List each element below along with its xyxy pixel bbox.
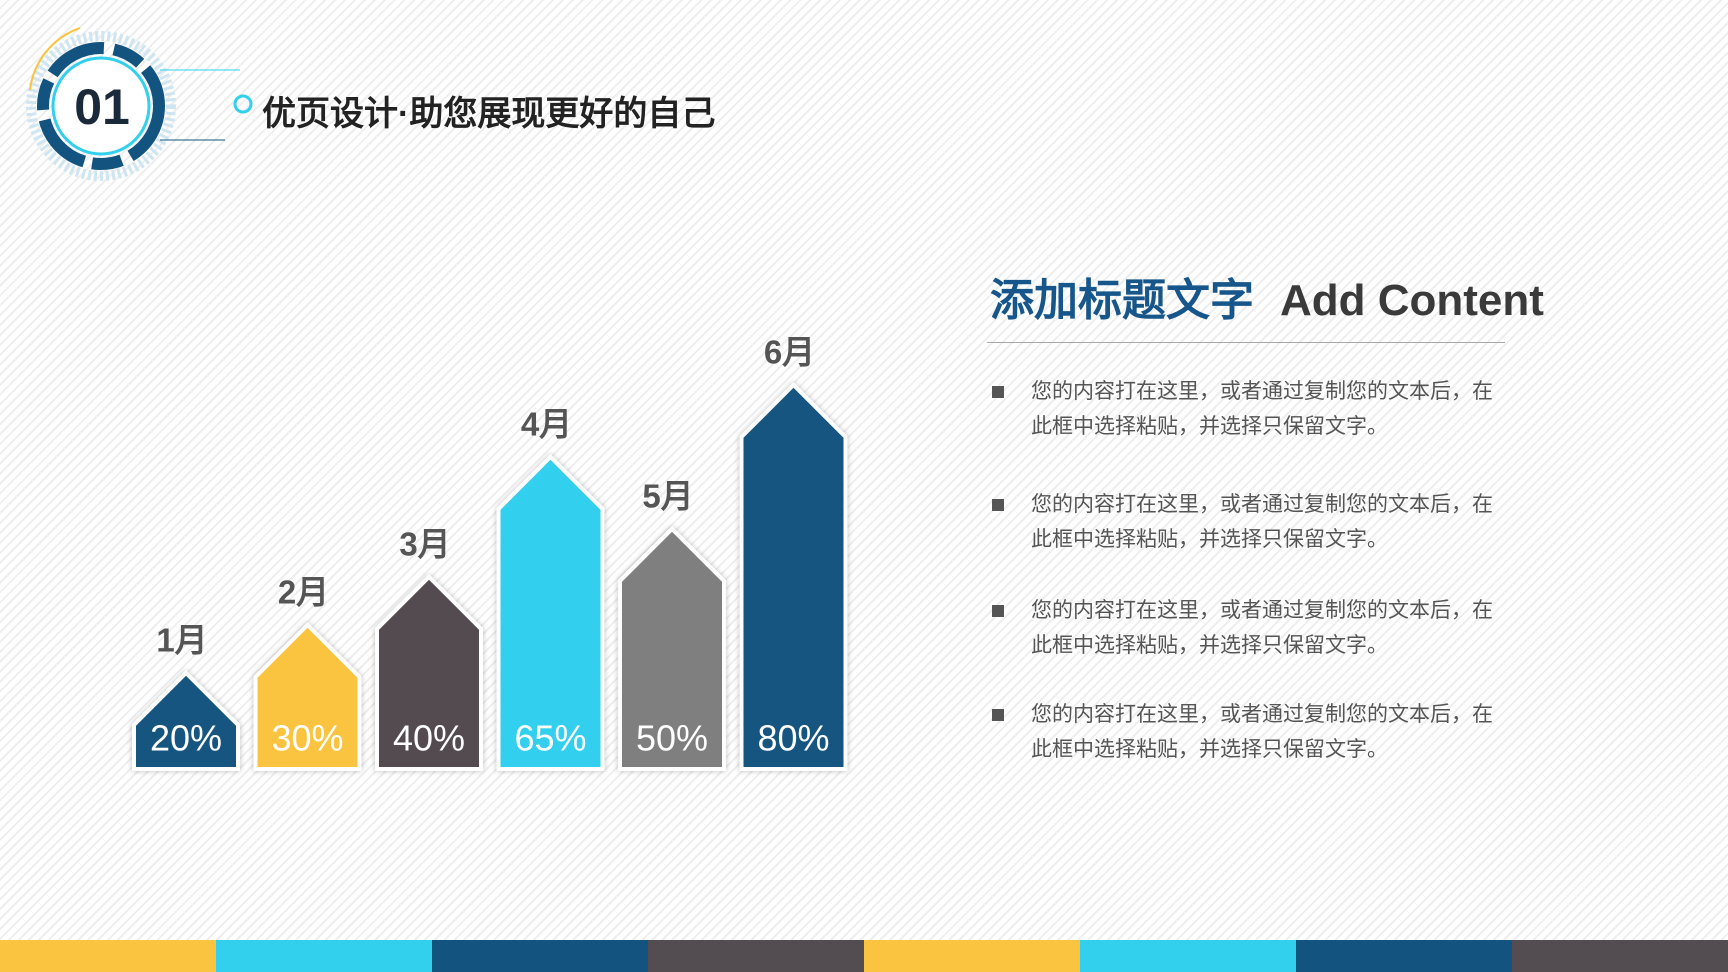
logo bbox=[26, 27, 253, 181]
value-label: 40% bbox=[393, 718, 465, 759]
value-label: 80% bbox=[757, 718, 829, 759]
bullet-text: 此框中选择粘贴，并选择只保留文字。 bbox=[1031, 738, 1388, 761]
value-label: 65% bbox=[514, 718, 586, 759]
bar bbox=[132, 670, 240, 771]
bullet-text: 此框中选择粘贴，并选择只保留文字。 bbox=[1031, 415, 1388, 438]
bar bbox=[496, 454, 605, 771]
bullet: 您的内容打在这里，或者通过复制您的文本后，在 此框中选择粘贴，并选择只保留文字。 bbox=[990, 487, 1550, 557]
value-label: 50% bbox=[636, 718, 708, 759]
bullet-text: 此框中选择粘贴，并选择只保留文字。 bbox=[1031, 528, 1388, 551]
category-label: 4月 bbox=[521, 406, 572, 443]
stripe bbox=[432, 940, 648, 972]
bullet: 您的内容打在这里，或者通过复制您的文本后，在 此框中选择粘贴，并选择只保留文字。 bbox=[990, 697, 1550, 767]
bullet: 您的内容打在这里，或者通过复制您的文本后，在 此框中选择粘贴，并选择只保留文字。 bbox=[990, 374, 1550, 444]
stripe bbox=[648, 940, 864, 972]
stripe bbox=[0, 940, 216, 972]
value-label: 30% bbox=[271, 718, 343, 759]
value-label: 20% bbox=[150, 718, 222, 759]
stripe bbox=[216, 940, 432, 972]
bar bbox=[253, 622, 362, 771]
chart: 20% 1月 30% 2月 40% 3月 65% 4月 50% 5月 80% 6月 bbox=[132, 334, 848, 771]
bullet-text: 您的内容打在这里，或者通过复制您的文本后，在 bbox=[1031, 703, 1493, 726]
bullet-text: 您的内容打在这里，或者通过复制您的文本后，在 bbox=[1031, 493, 1493, 516]
bullet-marker bbox=[992, 499, 1004, 511]
category-label: 6月 bbox=[764, 334, 815, 371]
divider bbox=[987, 342, 1505, 343]
bullet: 您的内容打在这里，或者通过复制您的文本后，在 此框中选择粘贴，并选择只保留文字。 bbox=[990, 593, 1550, 663]
category-label: 3月 bbox=[399, 526, 450, 563]
bullet-marker bbox=[992, 709, 1004, 721]
bullet-text: 您的内容打在这里，或者通过复制您的文本后，在 bbox=[1031, 380, 1493, 403]
stripe bbox=[1296, 940, 1512, 972]
bullet-marker bbox=[992, 605, 1004, 617]
panel-heading: 添加标题文字 Add Content bbox=[990, 264, 1544, 328]
stripe bbox=[1080, 940, 1296, 972]
category-label: 2月 bbox=[278, 574, 329, 611]
category-label: 5月 bbox=[642, 478, 693, 515]
bar bbox=[618, 526, 726, 771]
stripe bbox=[864, 940, 1080, 972]
bullet-marker bbox=[992, 386, 1004, 398]
bullet-text: 您的内容打在这里，或者通过复制您的文本后，在 bbox=[1031, 599, 1493, 622]
category-label: 1月 bbox=[156, 622, 207, 659]
bar bbox=[375, 574, 483, 771]
heading-cn: 添加标题文字 bbox=[990, 276, 1254, 325]
heading-en: Add Content bbox=[1280, 276, 1544, 325]
bar bbox=[739, 382, 848, 771]
stripe bbox=[1512, 940, 1728, 972]
bullet-text: 此框中选择粘贴，并选择只保留文字。 bbox=[1031, 634, 1388, 657]
slide-title: 优页设计·助您展现更好的自己 bbox=[262, 95, 716, 133]
section-number: 01 bbox=[74, 79, 130, 135]
